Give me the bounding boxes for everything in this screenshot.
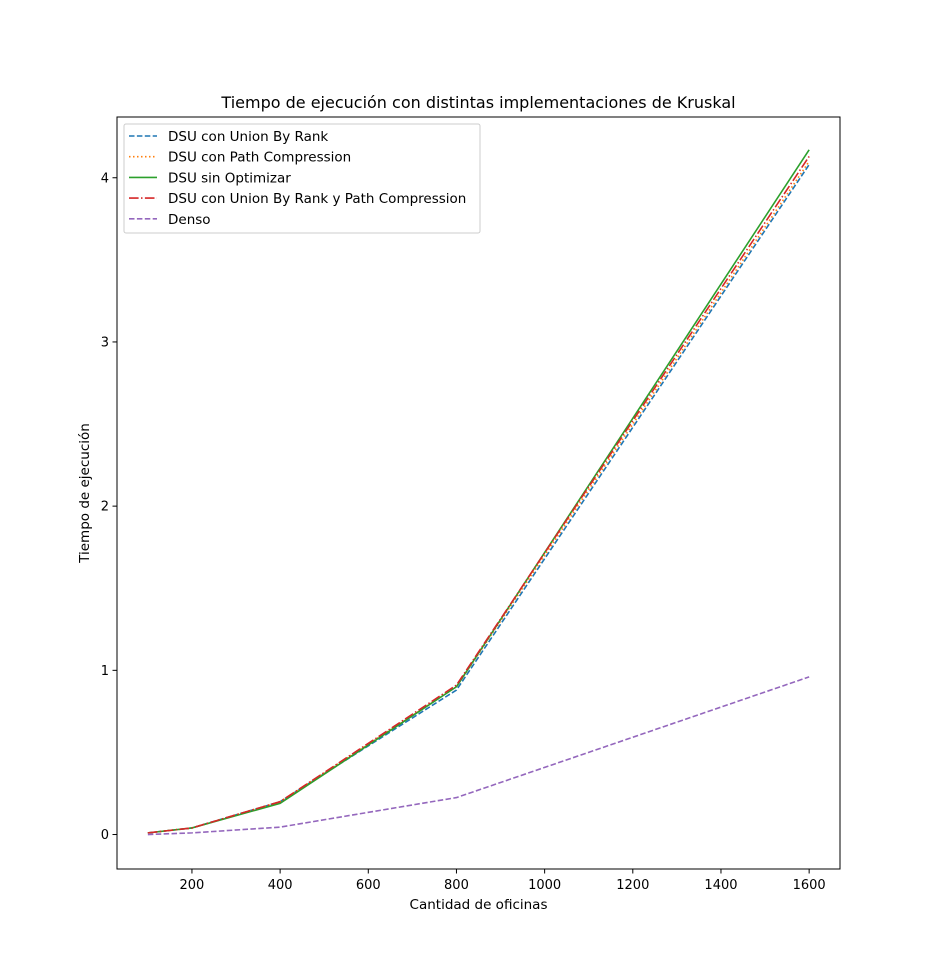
legend-label: DSU sin Optimizar <box>168 170 291 186</box>
plot-frame <box>116 116 841 870</box>
x-axis-title: Cantidad de oficinas <box>410 897 548 913</box>
series-layer <box>147 149 810 836</box>
legend-label: Denso <box>168 212 211 228</box>
legend-box <box>123 123 481 234</box>
legend-label: DSU con Union By Rank <box>168 129 328 145</box>
plot-area <box>147 149 810 836</box>
legend: DSU con Union By Rank DSU con Path Compre… <box>123 123 481 234</box>
series-line-4 <box>147 155 810 834</box>
x-tick-label: 1400 <box>704 878 737 893</box>
x-tick-label: 1200 <box>616 878 649 893</box>
y-tick-label: 3 <box>101 335 109 350</box>
y-tick-label: 1 <box>101 664 109 679</box>
y-axis: 0 1 2 3 4 <box>101 171 117 843</box>
x-tick-label: 1600 <box>793 878 826 893</box>
x-tick-label: 200 <box>180 878 205 893</box>
chart-title: Tiempo de ejecución con distintas implem… <box>220 93 735 112</box>
x-tick-label: 600 <box>356 878 381 893</box>
x-tick-label: 1000 <box>528 878 561 893</box>
x-tick-label: 800 <box>444 878 469 893</box>
x-axis: 200 400 600 800 1000 1200 1400 1600 <box>180 869 826 893</box>
legend-label: DSU con Path Compression <box>168 150 351 166</box>
x-tick-label: 400 <box>268 878 293 893</box>
series-line-5 <box>147 676 810 836</box>
y-tick-label: 4 <box>101 171 109 186</box>
y-tick-label: 0 <box>101 828 109 843</box>
y-tick-label: 2 <box>101 500 109 515</box>
legend-label: DSU con Union By Rank y Path Compression <box>168 191 466 207</box>
y-axis-title: Tiempo de ejecución <box>77 423 93 564</box>
